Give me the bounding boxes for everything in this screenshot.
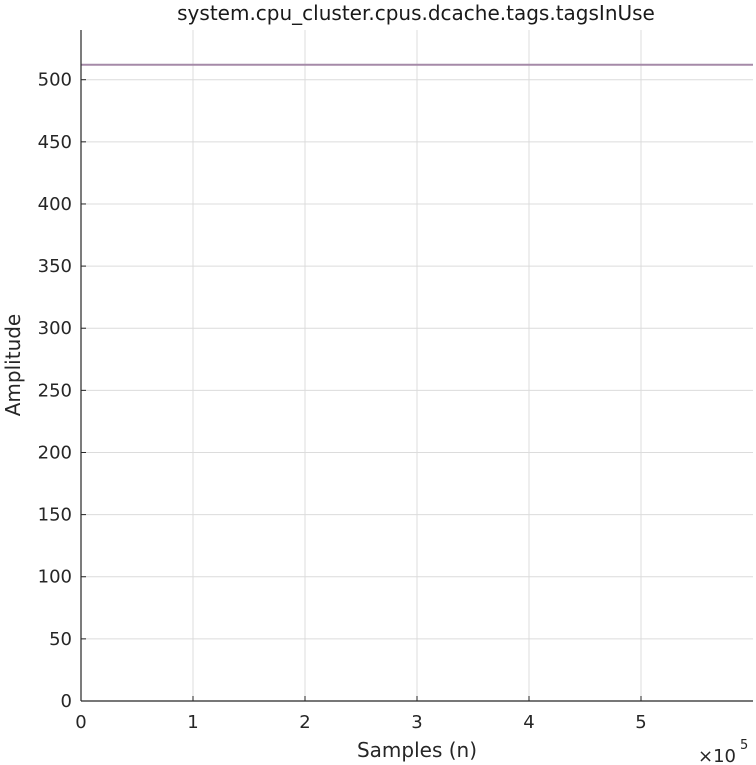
x-exponent-power: 5 — [740, 738, 748, 753]
x-tick-label: 2 — [299, 712, 310, 733]
x-tick-label: 0 — [75, 712, 86, 733]
x-axis-title: Samples (n) — [357, 738, 477, 762]
y-tick-label: 50 — [49, 629, 72, 650]
y-tick-label: 200 — [38, 442, 72, 463]
y-tick-label: 450 — [38, 132, 72, 153]
y-tick-label: 400 — [38, 194, 72, 215]
x-tick-label: 1 — [187, 712, 198, 733]
y-tick-label: 250 — [38, 380, 72, 401]
y-axis-ticks: 0 50 100 150 200 250 300 350 400 450 500 — [38, 70, 86, 712]
x-exponent-base: ×10 — [698, 746, 736, 765]
y-tick-label: 150 — [38, 505, 72, 526]
x-exponent-label: ×10 5 — [698, 738, 748, 765]
y-tick-label: 500 — [38, 70, 72, 91]
chart-title: system.cpu_cluster.cpus.dcache.tags.tags… — [177, 1, 655, 25]
x-tick-label: 5 — [635, 712, 646, 733]
x-tick-label: 4 — [523, 712, 534, 733]
y-tick-label: 0 — [61, 691, 72, 712]
y-tick-label: 100 — [38, 567, 72, 588]
y-tick-label: 350 — [38, 256, 72, 277]
x-axis-ticks: 0 1 2 3 4 5 — [75, 696, 647, 733]
x-tick-label: 3 — [411, 712, 422, 733]
y-tick-label: 300 — [38, 318, 72, 339]
y-axis-title: Amplitude — [1, 314, 25, 417]
grid — [81, 30, 753, 701]
